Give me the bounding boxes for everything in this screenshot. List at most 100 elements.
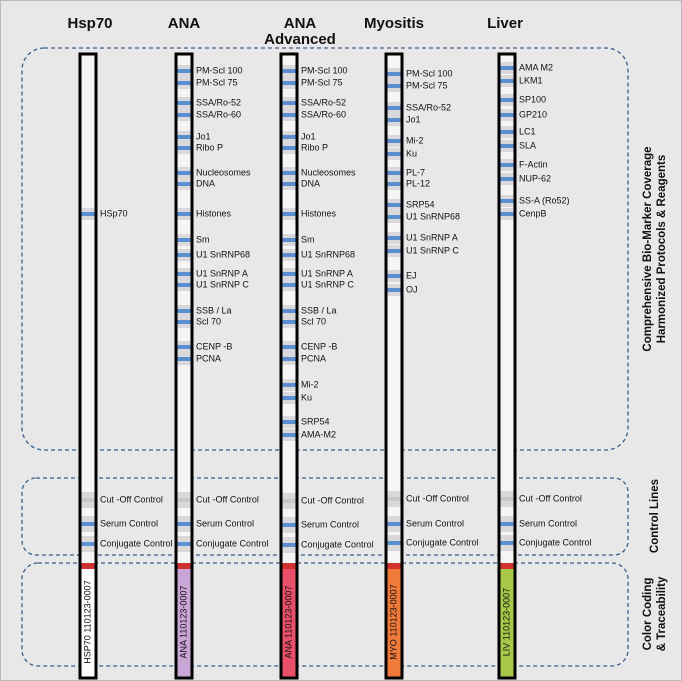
antigen-label: CENP -B [196, 341, 232, 351]
antigen-label: OJ [406, 284, 418, 294]
antigen-label: U1 SnRNP68 [196, 249, 250, 259]
control-band [177, 498, 191, 502]
antigen-label: SRP54 [301, 416, 330, 426]
control-band [282, 523, 296, 527]
antigen-band [500, 113, 514, 117]
antigen-band [282, 272, 296, 276]
antigen-label: DNA [301, 178, 320, 188]
antigen-band [177, 283, 191, 287]
control-band [81, 522, 95, 526]
red-cap [81, 563, 95, 569]
antigen-label: SRP54 [406, 199, 435, 209]
antigen-band [500, 79, 514, 83]
antigen-band [500, 163, 514, 167]
antigen-label: Nucleosomes [196, 167, 251, 177]
section-box [21, 47, 629, 451]
section-label: Control Lines [649, 479, 661, 553]
red-cap [500, 563, 514, 569]
antigen-band [177, 135, 191, 139]
code-area [386, 569, 402, 678]
antigen-label: Ku [301, 392, 312, 402]
antigen-label: Scl 70 [301, 316, 326, 326]
antigen-label: PM-Scl 100 [301, 65, 348, 75]
antigen-label: SSA/Ro-60 [301, 109, 346, 119]
column-title: ANA [284, 15, 317, 32]
antigen-band [282, 81, 296, 85]
strip-border [279, 52, 299, 680]
antigen-label: CENP -B [301, 341, 337, 351]
antigen-band [282, 212, 296, 216]
control-band [282, 499, 296, 503]
antigen-band [282, 146, 296, 150]
antigen-band [500, 144, 514, 148]
antigen-label: GP210 [519, 109, 547, 119]
antigen-label: U1 SnRNP A [301, 268, 353, 278]
section-box [21, 477, 629, 556]
red-cap [177, 563, 191, 569]
control-label: Serum Control [406, 518, 464, 528]
antigen-label: SSA/Ro-60 [196, 109, 241, 119]
antigen-label: Jo1 [406, 114, 421, 124]
antigen-band [177, 238, 191, 242]
antigen-label: PM-Scl 75 [406, 80, 448, 90]
antigen-band [177, 182, 191, 186]
antigen-label: SSA/Ro-52 [196, 97, 241, 107]
control-band [177, 542, 191, 546]
antigen-band [500, 98, 514, 102]
antigen-band [177, 101, 191, 105]
code-area [281, 569, 297, 678]
antigen-band [387, 152, 401, 156]
column-title: ANA [168, 15, 201, 32]
antigen-label: Mi-2 [301, 379, 319, 389]
antigen-label: SSA/Ro-52 [301, 97, 346, 107]
control-band [282, 543, 296, 547]
antigen-band [282, 171, 296, 175]
antigen-label: AMA M2 [519, 62, 553, 72]
control-label: Serum Control [519, 518, 577, 528]
control-band [500, 522, 514, 526]
antigen-band [282, 433, 296, 437]
antigen-band [282, 309, 296, 313]
antigen-band [500, 130, 514, 134]
antigen-label: LKM1 [519, 75, 543, 85]
control-band [177, 522, 191, 526]
strip-code: HSP70 110123-0007 [82, 580, 92, 663]
control-band [387, 522, 401, 526]
antigen-band [500, 66, 514, 70]
antigen-label: Jo1 [301, 131, 316, 141]
antigen-band [177, 212, 191, 216]
antigen-band [387, 274, 401, 278]
antigen-band [282, 182, 296, 186]
antigen-band [282, 253, 296, 257]
antigen-band [177, 357, 191, 361]
antigen-label: NUP-62 [519, 173, 551, 183]
antigen-label: Sm [301, 234, 315, 244]
control-label: Cut -Off Control [519, 493, 582, 503]
antigen-band [282, 113, 296, 117]
antigen-band [177, 309, 191, 313]
antigen-band [177, 171, 191, 175]
antigen-band [282, 320, 296, 324]
antigen-band [177, 81, 191, 85]
antigen-label: Scl 70 [196, 316, 221, 326]
control-band [387, 541, 401, 545]
antigen-label: U1 SnRNP A [406, 232, 458, 242]
antigen-label: EJ [406, 270, 417, 280]
antigen-band [500, 177, 514, 181]
antigen-band [387, 171, 401, 175]
antigen-label: HSp70 [100, 208, 128, 218]
control-label: Cut -Off Control [100, 494, 163, 504]
antigen-band [282, 69, 296, 73]
antigen-band [387, 236, 401, 240]
antigen-label: U1 SnRNP68 [301, 249, 355, 259]
section-label: Harmonized Protocols & Reagents [656, 155, 668, 344]
antigen-band [282, 101, 296, 105]
antigen-band [177, 345, 191, 349]
antigen-label: PCNA [301, 353, 326, 363]
antigen-label: U1 SnRNP C [196, 279, 249, 289]
red-cap [282, 563, 296, 569]
antigen-band [387, 288, 401, 292]
antigen-label: SP100 [519, 94, 546, 104]
control-label: Conjugate Control [196, 538, 269, 548]
antigen-label: SSB / La [196, 305, 232, 315]
